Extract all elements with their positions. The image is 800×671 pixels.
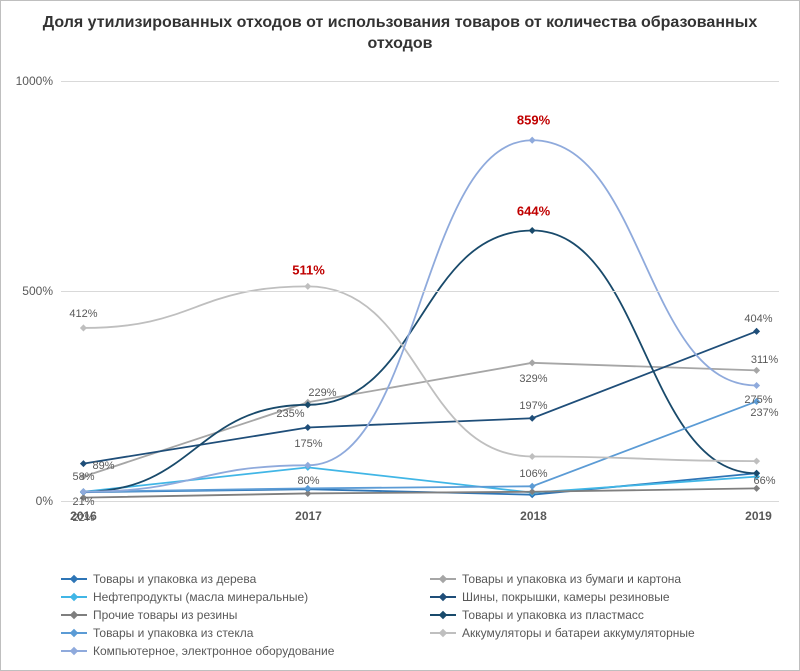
series-marker	[80, 324, 87, 331]
legend-swatch	[61, 578, 87, 580]
data-label: 66%	[753, 475, 775, 487]
legend: Товары и упаковка из дерева Товары и упак…	[61, 572, 779, 658]
data-label: 175%	[294, 438, 322, 450]
y-tick-label: 0%	[36, 494, 61, 508]
legend-label: Прочие товары из резины	[93, 608, 237, 622]
legend-item: Товары и упаковка из дерева	[61, 572, 410, 586]
series-marker	[753, 458, 760, 465]
legend-item: Нефтепродукты (масла минеральные)	[61, 590, 410, 604]
legend-item: Товары и упаковка из пластмасс	[430, 608, 779, 622]
legend-swatch	[61, 632, 87, 634]
legend-item: Прочие товары из резины	[61, 608, 410, 622]
series-marker	[80, 488, 87, 495]
legend-swatch	[61, 614, 87, 616]
legend-swatch	[430, 614, 456, 616]
series-marker	[529, 227, 536, 234]
series-marker	[753, 328, 760, 335]
legend-label: Аккумуляторы и батареи аккумуляторные	[462, 626, 695, 640]
series-marker	[304, 424, 311, 431]
series-marker	[753, 367, 760, 374]
legend-label: Компьютерное, электронное оборудование	[93, 644, 334, 658]
data-label: 275%	[744, 394, 772, 406]
legend-item: Компьютерное, электронное оборудование	[61, 644, 410, 658]
data-label: 859%	[517, 113, 550, 128]
gridline	[61, 81, 779, 82]
y-tick-label: 500%	[22, 284, 61, 298]
series-marker	[753, 382, 760, 389]
legend-label: Товары и упаковка из бумаги и картона	[462, 572, 681, 586]
series-marker	[529, 483, 536, 490]
series-line	[83, 231, 756, 492]
x-tick-label: 2017	[295, 501, 322, 523]
legend-swatch	[61, 596, 87, 598]
chart-container: Доля утилизированных отходов от использо…	[0, 0, 800, 671]
legend-label: Товары и упаковка из дерева	[93, 572, 256, 586]
legend-item: Аккумуляторы и батареи аккумуляторные	[430, 626, 779, 640]
plot-area: 0%500%1000%2016201720182019644%412%511%1…	[61, 81, 779, 501]
legend-label: Товары и упаковка из пластмасс	[462, 608, 644, 622]
data-label: 329%	[519, 373, 547, 385]
gridline	[61, 501, 779, 502]
series-marker	[304, 283, 311, 290]
data-label: 89%	[92, 460, 114, 472]
data-label: 511%	[292, 263, 325, 278]
data-label: 311%	[751, 354, 778, 366]
legend-label: Нефтепродукты (масла минеральные)	[93, 590, 308, 604]
legend-item: Товары и упаковка из бумаги и картона	[430, 572, 779, 586]
data-label: 21%	[72, 496, 94, 508]
legend-swatch	[430, 596, 456, 598]
data-label: 229%	[308, 387, 336, 399]
series-marker	[80, 460, 87, 467]
data-label: 235%	[276, 408, 304, 420]
legend-item: Шины, покрышки, камеры резиновые	[430, 590, 779, 604]
legend-label: Товары и упаковка из стекла	[93, 626, 253, 640]
chart-title: Доля утилизированных отходов от использо…	[1, 1, 799, 59]
series-line	[83, 467, 756, 492]
legend-label: Шины, покрышки, камеры резиновые	[462, 590, 670, 604]
data-label: 404%	[744, 313, 772, 325]
x-tick-label: 2018	[520, 501, 547, 523]
legend-swatch	[430, 578, 456, 580]
data-label: 412%	[69, 308, 97, 320]
series-marker	[529, 137, 536, 144]
legend-swatch	[61, 650, 87, 652]
data-label: 106%	[519, 468, 547, 480]
y-tick-label: 1000%	[16, 74, 61, 88]
legend-item: Товары и упаковка из стекла	[61, 626, 410, 640]
series-marker	[529, 453, 536, 460]
data-label: 22%	[72, 512, 94, 524]
series-marker	[529, 359, 536, 366]
legend-swatch	[430, 632, 456, 634]
data-label: 58%	[72, 471, 94, 483]
data-label: 80%	[297, 475, 319, 487]
data-label: 197%	[519, 400, 547, 412]
data-label: 237%	[750, 407, 778, 419]
data-label: 644%	[517, 203, 550, 218]
gridline	[61, 291, 779, 292]
x-tick-label: 2019	[745, 501, 772, 523]
series-marker	[529, 415, 536, 422]
